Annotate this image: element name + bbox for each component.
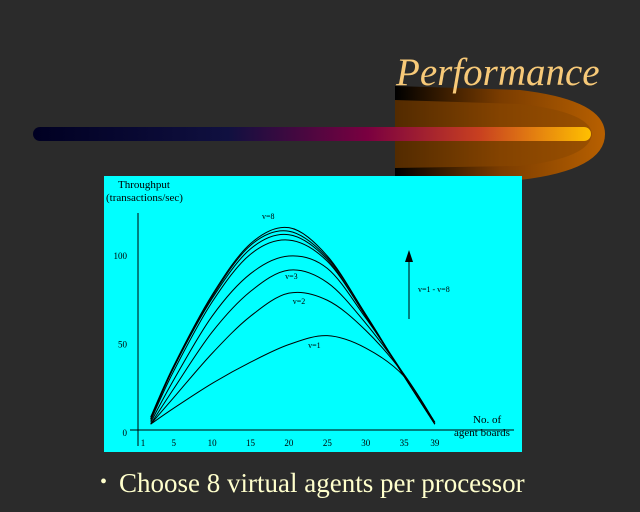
series-label: v=8	[262, 212, 275, 221]
title-decoration-bar	[33, 86, 605, 183]
arrow-head-icon	[405, 250, 413, 262]
y-tick-label: 100	[114, 251, 128, 261]
labels: v=1 v=2 v=3 v=8 v=1 - v=8	[262, 212, 450, 350]
bullet-item: • Choose 8 virtual agents per processor	[100, 468, 525, 499]
y-tick-label: 50	[118, 340, 128, 350]
series-line-5	[150, 239, 436, 425]
gradient-bar	[33, 127, 591, 141]
x-axis-label: No. of	[473, 414, 501, 426]
bullet-text: Choose 8 virtual agents per processor	[119, 468, 525, 498]
bullet-icon: •	[100, 471, 108, 493]
x-tick-label: 35	[400, 438, 410, 448]
series-label: v=2	[293, 297, 306, 306]
slide-title: Performance	[396, 51, 600, 94]
axes: 1 5 10 15 20 25 30 35 39050100Throughput(transac…	[106, 179, 514, 448]
x-tick-label: 1	[141, 438, 146, 448]
series-label: v=1	[308, 341, 321, 350]
x-tick-label: 39	[430, 438, 440, 448]
series-line-8	[150, 226, 436, 425]
y-tick-label: 0	[123, 428, 128, 438]
series-lines	[150, 226, 436, 425]
series-label: v=3	[285, 272, 298, 281]
x-tick-label: 20	[284, 438, 294, 448]
x-axis-label: agent boards	[454, 427, 510, 439]
x-tick-label: 30	[361, 438, 371, 448]
x-tick-label: 15	[246, 438, 256, 448]
chart-panel: 1 5 10 15 20 25 30 35 39 0 50 100 Throughput (transac…	[104, 176, 522, 452]
annotation-label: v=1 - v=8	[418, 285, 450, 294]
y-axis-label: (transactions/sec)	[106, 192, 183, 204]
y-axis-label: Throughput	[118, 179, 170, 191]
x-tick-label: 10	[208, 438, 218, 448]
throughput-chart: 1 5 10 15 20 25 30 35 39050100Throughput(transac…	[106, 179, 514, 448]
x-tick-label: 5	[171, 438, 176, 448]
series-line-2	[150, 291, 436, 425]
x-tick-label: 25	[323, 438, 333, 448]
series-line-1	[150, 335, 436, 425]
